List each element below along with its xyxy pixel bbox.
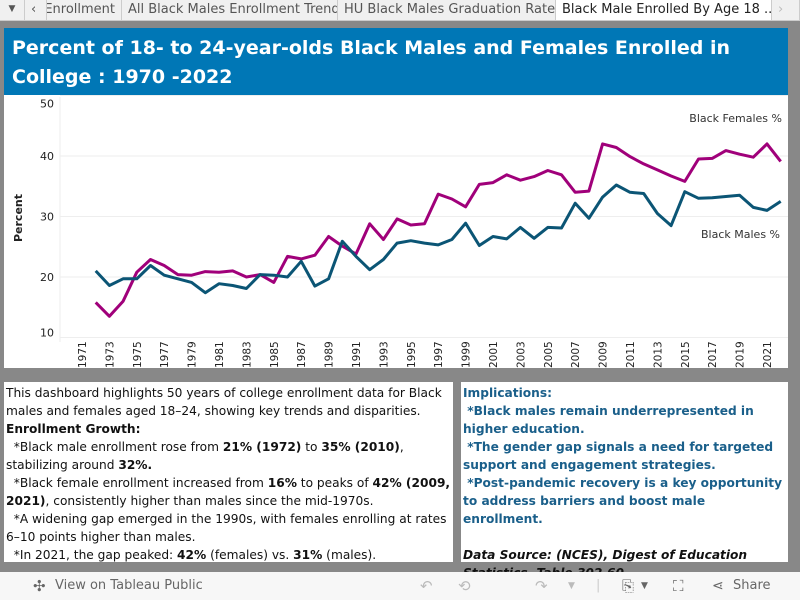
text: (females) vs. (206, 548, 294, 562)
implications-panel: Implications: *Black males remain underr… (461, 382, 788, 580)
tab-all-black-males-enrollment-trend[interactable]: All Black Males Enrollment Trend (122, 0, 338, 20)
text: *Black female enrollment increased from (6, 476, 268, 490)
x-tick-label: 2015 (680, 341, 692, 368)
series-line-black-males (94, 183, 782, 295)
line-chart: 10 20 30 40 50 1971 1973 1975 1977 1979 1981 1983 1… (4, 95, 788, 368)
summary-bullet-1: *Black male enrollment rose from 21% (19… (6, 438, 451, 474)
text: 32%. (118, 458, 153, 472)
toolbar-divider: | (596, 578, 601, 593)
text: 42% (2009, 2021) (6, 476, 455, 508)
text: , consistently higher than males since t… (45, 494, 374, 508)
implication-item: *Post-pandemic recovery is a key opportu… (463, 476, 787, 526)
chevron-left-icon[interactable]: ‹ (25, 0, 47, 20)
share-button[interactable]: Share (733, 578, 771, 593)
download-dropdown-icon[interactable]: ▼ (641, 581, 648, 591)
text: 42% (177, 548, 207, 562)
x-tick-label: 1977 (159, 341, 171, 368)
x-tick-label: 1999 (461, 341, 473, 368)
x-tick-label: 1971 (77, 341, 89, 368)
x-tick-label: 1981 (214, 341, 226, 368)
revert-icon[interactable]: ⟲ (458, 577, 471, 595)
summary-heading: Enrollment Growth: (6, 422, 141, 436)
tab-label: Enrollment (47, 2, 115, 17)
x-tick-label: 1991 (351, 341, 363, 368)
x-tick-label: 2021 (762, 341, 774, 368)
y-tick-label: 30 (40, 211, 54, 224)
y-tick-label: 10 (40, 327, 54, 340)
x-tick-label: 1987 (296, 341, 308, 368)
tableau-logo-icon: ✣ (33, 577, 46, 595)
summary-bullet-2: *Black female enrollment increased from … (6, 474, 451, 510)
text: *In 2021, the gap peaked: (6, 548, 178, 562)
text: *Black male enrollment rose from (6, 440, 223, 454)
tab-hu-black-males-graduation-rate[interactable]: HU Black Males Graduation Rate (338, 0, 556, 20)
text: 21% (1972) (222, 440, 302, 454)
x-tick-label: 1995 (406, 341, 418, 368)
share-icon[interactable]: ⋖ (712, 578, 724, 594)
x-tick-label: 2005 (543, 341, 555, 368)
y-axis-label: Percent (12, 194, 25, 242)
tab-menu-icon[interactable]: ▼ (0, 0, 25, 20)
download-icon[interactable]: ⎘ (622, 577, 635, 595)
implication-item: *The gender gap signals a need for targe… (463, 440, 778, 472)
legend-label-females: Black Females % (689, 112, 782, 125)
tab-enrollment[interactable]: Enrollment (47, 0, 122, 20)
series-line-black-females (94, 142, 782, 318)
x-tick-label: 2003 (515, 341, 527, 368)
spacer (463, 528, 786, 546)
y-tick-label: 40 (40, 150, 54, 163)
x-tick-label: 1983 (241, 341, 253, 368)
x-tick-label: 2019 (735, 341, 747, 368)
x-tick-label: 1973 (104, 341, 116, 368)
x-tick-label: 2013 (652, 341, 664, 368)
legend-label-males: Black Males % (701, 228, 780, 241)
text: to peaks of (296, 476, 373, 490)
x-tick-label: 1979 (187, 341, 199, 368)
text: , stabilizing around (6, 440, 408, 472)
summary-intro: This dashboard highlights 50 years of co… (6, 386, 442, 418)
dashboard-title: Percent of 18- to 24-year-olds Black Mal… (4, 28, 788, 95)
x-tick-label: 2009 (598, 341, 610, 368)
implication-item: *Black males remain underrepresented in … (463, 404, 759, 436)
y-tick-label: 20 (40, 271, 54, 284)
chart-svg: 10 20 30 40 50 1971 1973 1975 1977 1979 1981 1983 1… (12, 95, 788, 368)
x-tick-label: 2011 (625, 341, 637, 368)
summary-panel: This dashboard highlights 50 years of co… (4, 382, 453, 562)
x-tick-label: 1989 (324, 341, 336, 368)
sheet-tabs: ▼ ‹ Enrollment All Black Males Enrollmen… (0, 0, 800, 21)
x-tick-label: 2007 (570, 341, 582, 368)
text: to (301, 440, 322, 454)
x-tick-label: 1975 (132, 341, 144, 368)
redo-icon[interactable]: ↷ (535, 577, 548, 595)
text: 16% (267, 476, 297, 490)
tab-black-male-enrolled-by-age[interactable]: Black Male Enrolled By Age 18 ... (556, 0, 772, 20)
x-tick-label: 1997 (433, 341, 445, 368)
text: (males). (322, 548, 377, 562)
implications-heading: Implications: (463, 386, 552, 400)
summary-bullet-4: *In 2021, the gap peaked: 42% (females) … (6, 546, 451, 564)
fullscreen-icon[interactable]: ⛶ (673, 577, 684, 595)
redo-dropdown-icon[interactable]: ▼ (568, 581, 575, 591)
text: 35% (2010) (321, 440, 400, 454)
view-on-tableau-public-link[interactable]: View on Tableau Public (55, 578, 203, 593)
tableau-toolbar: ✣ View on Tableau Public ↶ ⟲ ↷ ▼ | ⎘ ▼ ⛶… (0, 572, 800, 600)
x-tick-label: 2017 (707, 341, 719, 368)
undo-icon[interactable]: ↶ (420, 577, 433, 595)
summary-bullet-3: *A widening gap emerged in the 1990s, wi… (6, 512, 451, 544)
x-tick-label: 1985 (269, 341, 281, 368)
text: 31% (293, 548, 323, 562)
x-tick-label: 2001 (488, 341, 500, 368)
y-tick-label: 50 (40, 98, 54, 111)
x-tick-label: 1993 (378, 341, 390, 368)
